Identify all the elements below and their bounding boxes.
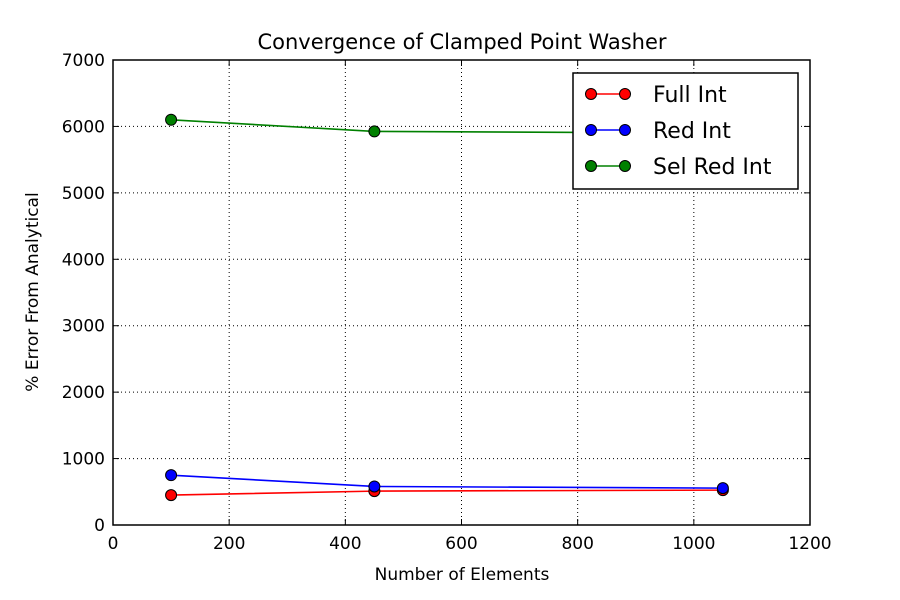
y-tick-label: 3000	[62, 317, 105, 337]
legend-marker	[585, 124, 597, 136]
y-axis-title: % Error From Analytical	[23, 192, 43, 391]
x-tick-label: 800	[561, 534, 593, 554]
x-tick-label: 400	[329, 534, 361, 554]
y-tick-label: 4000	[62, 250, 105, 270]
data-point	[165, 113, 178, 126]
legend-label: Sel Red Int	[653, 155, 772, 180]
data-point	[368, 125, 381, 138]
legend-entry: Full Int	[585, 83, 727, 108]
y-tick-label: 5000	[62, 184, 105, 204]
legend-marker	[619, 124, 631, 136]
x-tick-label: 600	[445, 534, 477, 554]
x-tick-label: 0	[108, 534, 119, 554]
x-tick-label: 200	[213, 534, 245, 554]
data-point	[165, 469, 178, 482]
y-tick-label: 6000	[62, 117, 105, 137]
y-tick-label: 0	[94, 516, 105, 536]
data-point	[368, 480, 381, 493]
gridlines	[113, 60, 810, 525]
x-tick-label: 1000	[672, 534, 715, 554]
x-tick-label: 1200	[788, 534, 831, 554]
legend-label: Full Int	[653, 83, 727, 108]
y-tick-label: 2000	[62, 383, 105, 403]
legend-marker	[619, 160, 631, 172]
legend: Full Int Red Int Sel Red Int	[572, 72, 799, 190]
legend-marker	[619, 88, 631, 100]
y-tick-label: 7000	[62, 51, 105, 71]
series-red-int	[165, 469, 729, 495]
x-axis-title: Number of Elements	[375, 565, 550, 585]
legend-box	[572, 72, 799, 190]
y-tick-label: 1000	[62, 450, 105, 470]
legend-entry: Sel Red Int	[585, 155, 772, 180]
chart-title: Convergence of Clamped Point Washer	[257, 30, 666, 54]
data-point	[165, 489, 178, 502]
legend-entry: Red Int	[585, 119, 731, 144]
axis-ticks: 0 200 400 600 800 1000 1200 0 1000 2000 3000 4000 50…	[62, 51, 832, 554]
legend-marker	[585, 160, 597, 172]
legend-label: Red Int	[653, 119, 731, 144]
legend-marker	[585, 88, 597, 100]
data-point	[716, 482, 729, 495]
